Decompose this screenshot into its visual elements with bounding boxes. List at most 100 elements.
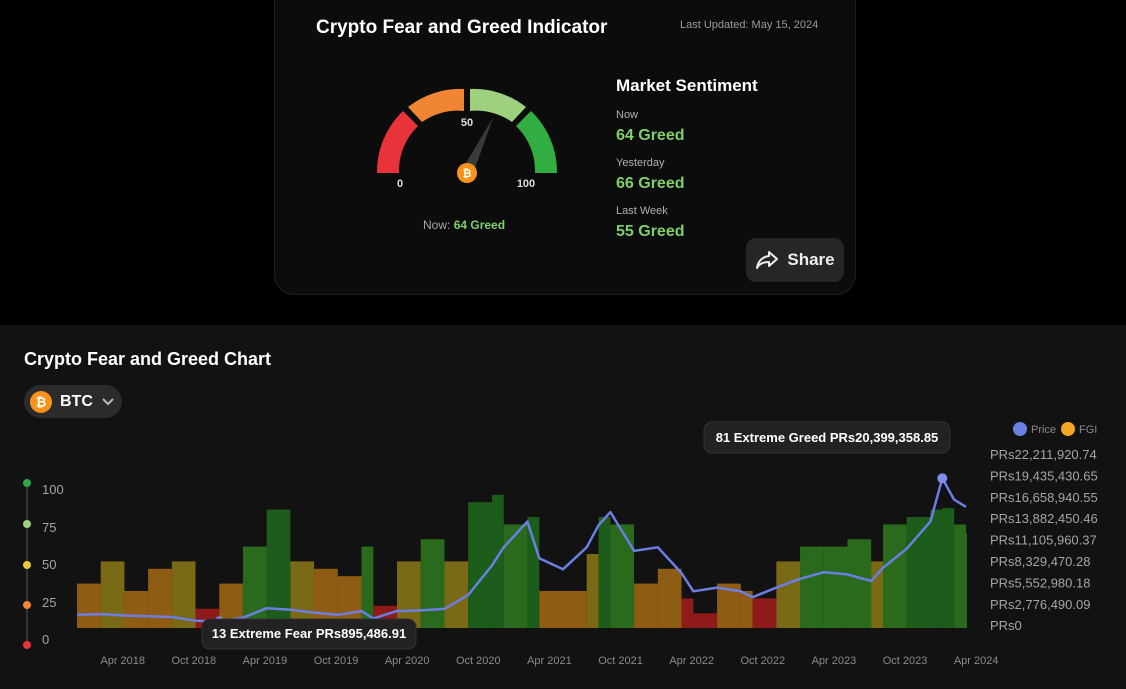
fgi-bar bbox=[171, 561, 196, 628]
fgi-bar bbox=[148, 568, 172, 628]
fgi-bar bbox=[966, 533, 967, 628]
fgi-bar bbox=[491, 494, 504, 628]
tooltip-high-box bbox=[703, 421, 951, 454]
legend-label: FGI bbox=[1079, 424, 1097, 436]
price-tick-label: PRs11,105,960.37 bbox=[990, 533, 1097, 548]
fgi-bar bbox=[290, 561, 315, 628]
fgi-bar bbox=[539, 591, 563, 628]
fgi-tick-label: 100 bbox=[42, 482, 64, 497]
tooltip-high-text: 81 Extreme Greed PRs20,399,358.85 bbox=[716, 430, 939, 445]
fgi-bar bbox=[906, 517, 931, 628]
fgi-bar bbox=[219, 583, 243, 628]
tooltip-low-box bbox=[201, 618, 417, 650]
gauge-now-prefix: Now: bbox=[423, 218, 451, 232]
fgi-bar bbox=[266, 509, 291, 628]
bitcoin-icon: ₿ bbox=[30, 390, 52, 413]
sentiment-yesterday-value: 66 Greed bbox=[616, 175, 685, 192]
fgi-bar bbox=[562, 591, 587, 628]
chart-legend: Price FGI bbox=[1013, 422, 1097, 436]
fgi-bar bbox=[124, 591, 149, 628]
chevron-down-icon bbox=[102, 397, 114, 405]
x-tick-label: Oct 2020 bbox=[456, 655, 501, 667]
legend-label: Price bbox=[1031, 424, 1056, 436]
fgi-bar bbox=[527, 517, 540, 628]
price-tick-label: PRs13,882,450.46 bbox=[990, 511, 1098, 526]
fgi-bar bbox=[930, 509, 943, 628]
coin-select-label: BTC bbox=[60, 392, 93, 410]
chart-title: Crypto Fear and Greed Chart bbox=[24, 349, 272, 369]
price-tick-label: PRs8,329,470.28 bbox=[990, 554, 1090, 569]
x-tick-label: Apr 2024 bbox=[954, 655, 999, 667]
fgi-bar bbox=[468, 502, 492, 628]
x-tick-label: Oct 2022 bbox=[740, 655, 785, 667]
fgi-tick-label: 0 bbox=[42, 632, 49, 647]
card-title: Crypto Fear and Greed Indicator bbox=[316, 17, 608, 38]
gauge-segment-extreme-fear bbox=[376, 111, 418, 173]
tooltip-low-text: 13 Extreme Fear PRs895,486.91 bbox=[212, 626, 406, 641]
x-tick-label: Oct 2018 bbox=[172, 655, 217, 667]
sentiment-lastweek-label: Last Week bbox=[616, 205, 668, 217]
fgi-bar bbox=[883, 524, 907, 628]
coin-select[interactable]: ₿ BTC bbox=[24, 385, 122, 418]
fgi-tick-label: 50 bbox=[42, 557, 56, 572]
sentiment-yesterday-label: Yesterday bbox=[616, 157, 665, 169]
fgi-bar bbox=[610, 524, 635, 628]
fgi-bar bbox=[100, 561, 125, 628]
price-tick-label: PRs2,776,490.09 bbox=[990, 597, 1090, 612]
fgi-bar bbox=[693, 613, 718, 628]
share-icon bbox=[756, 251, 779, 269]
fgi-axis: 100 75 50 25 0 bbox=[23, 479, 64, 649]
sentiment-gauge: 50 0 100 ₿ bbox=[376, 88, 558, 190]
x-tick-label: Oct 2019 bbox=[314, 655, 359, 667]
chart-panel: Crypto Fear and Greed Chart ₿ BTC bbox=[0, 325, 1126, 689]
fgi-bar bbox=[800, 546, 824, 628]
share-label: Share bbox=[787, 250, 835, 269]
fgi-bar bbox=[657, 568, 682, 628]
price-tick-label: PRs16,658,940.55 bbox=[990, 490, 1098, 505]
sentiment-now-value: 64 Greed bbox=[616, 127, 685, 144]
fgi-bar bbox=[503, 524, 528, 628]
legend-swatch bbox=[1061, 422, 1075, 436]
last-updated: Last Updated: May 15, 2024 bbox=[680, 19, 819, 31]
fear-greed-card: Crypto Fear and Greed Indicator Last Upd… bbox=[274, 0, 856, 295]
fgi-axis-dot bbox=[23, 520, 31, 528]
x-axis: Apr 2018 Oct 2018 Apr 2019 Oct 2019 Apr 2020… bbox=[100, 655, 998, 667]
fgi-bar bbox=[634, 583, 658, 628]
fgi-bar bbox=[954, 524, 966, 628]
gauge-segment-greed bbox=[470, 88, 526, 122]
fgi-bar bbox=[942, 508, 955, 628]
fgi-axis-dot bbox=[23, 601, 31, 609]
fgi-bar bbox=[752, 598, 777, 628]
fgi-axis-dot bbox=[23, 641, 31, 649]
fgi-bar bbox=[717, 583, 741, 628]
fgi-bar bbox=[598, 517, 611, 628]
svg-text:₿: ₿ bbox=[36, 394, 47, 409]
gauge-needle bbox=[461, 116, 494, 176]
price-high-marker bbox=[937, 473, 948, 484]
share-button[interactable]: Share bbox=[746, 238, 844, 282]
fgi-area bbox=[77, 494, 967, 628]
sentiment-lastweek-value: 55 Greed bbox=[616, 223, 685, 240]
gauge-label-mid: 50 bbox=[461, 117, 473, 129]
price-tick-label: PRs0 bbox=[990, 618, 1022, 633]
fgi-bar bbox=[823, 546, 848, 628]
x-tick-label: Apr 2022 bbox=[669, 655, 714, 667]
market-sentiment-title: Market Sentiment bbox=[616, 76, 758, 95]
gauge-now-value: 64 Greed bbox=[453, 218, 506, 232]
fgi-bar bbox=[242, 546, 267, 628]
fgi-axis-dot bbox=[23, 561, 31, 569]
fgi-bar bbox=[740, 591, 753, 628]
fgi-tick-label: 25 bbox=[42, 595, 56, 610]
x-tick-label: Apr 2018 bbox=[100, 655, 145, 667]
fgi-bar bbox=[871, 561, 884, 628]
chart-tooltips: 81 Extreme Greed PRs20,399,358.85 13 Extr… bbox=[201, 421, 951, 650]
price-tick-label: PRs19,435,430.65 bbox=[990, 468, 1098, 483]
gauge-segment-extreme-greed bbox=[516, 111, 558, 173]
gauge-label-max: 100 bbox=[517, 178, 535, 190]
x-tick-label: Oct 2021 bbox=[598, 655, 643, 667]
gauge-segment-fear bbox=[408, 88, 464, 122]
price-line bbox=[76, 477, 967, 623]
sentiment-now-label: Now bbox=[616, 109, 639, 121]
x-tick-label: Apr 2019 bbox=[243, 655, 288, 667]
